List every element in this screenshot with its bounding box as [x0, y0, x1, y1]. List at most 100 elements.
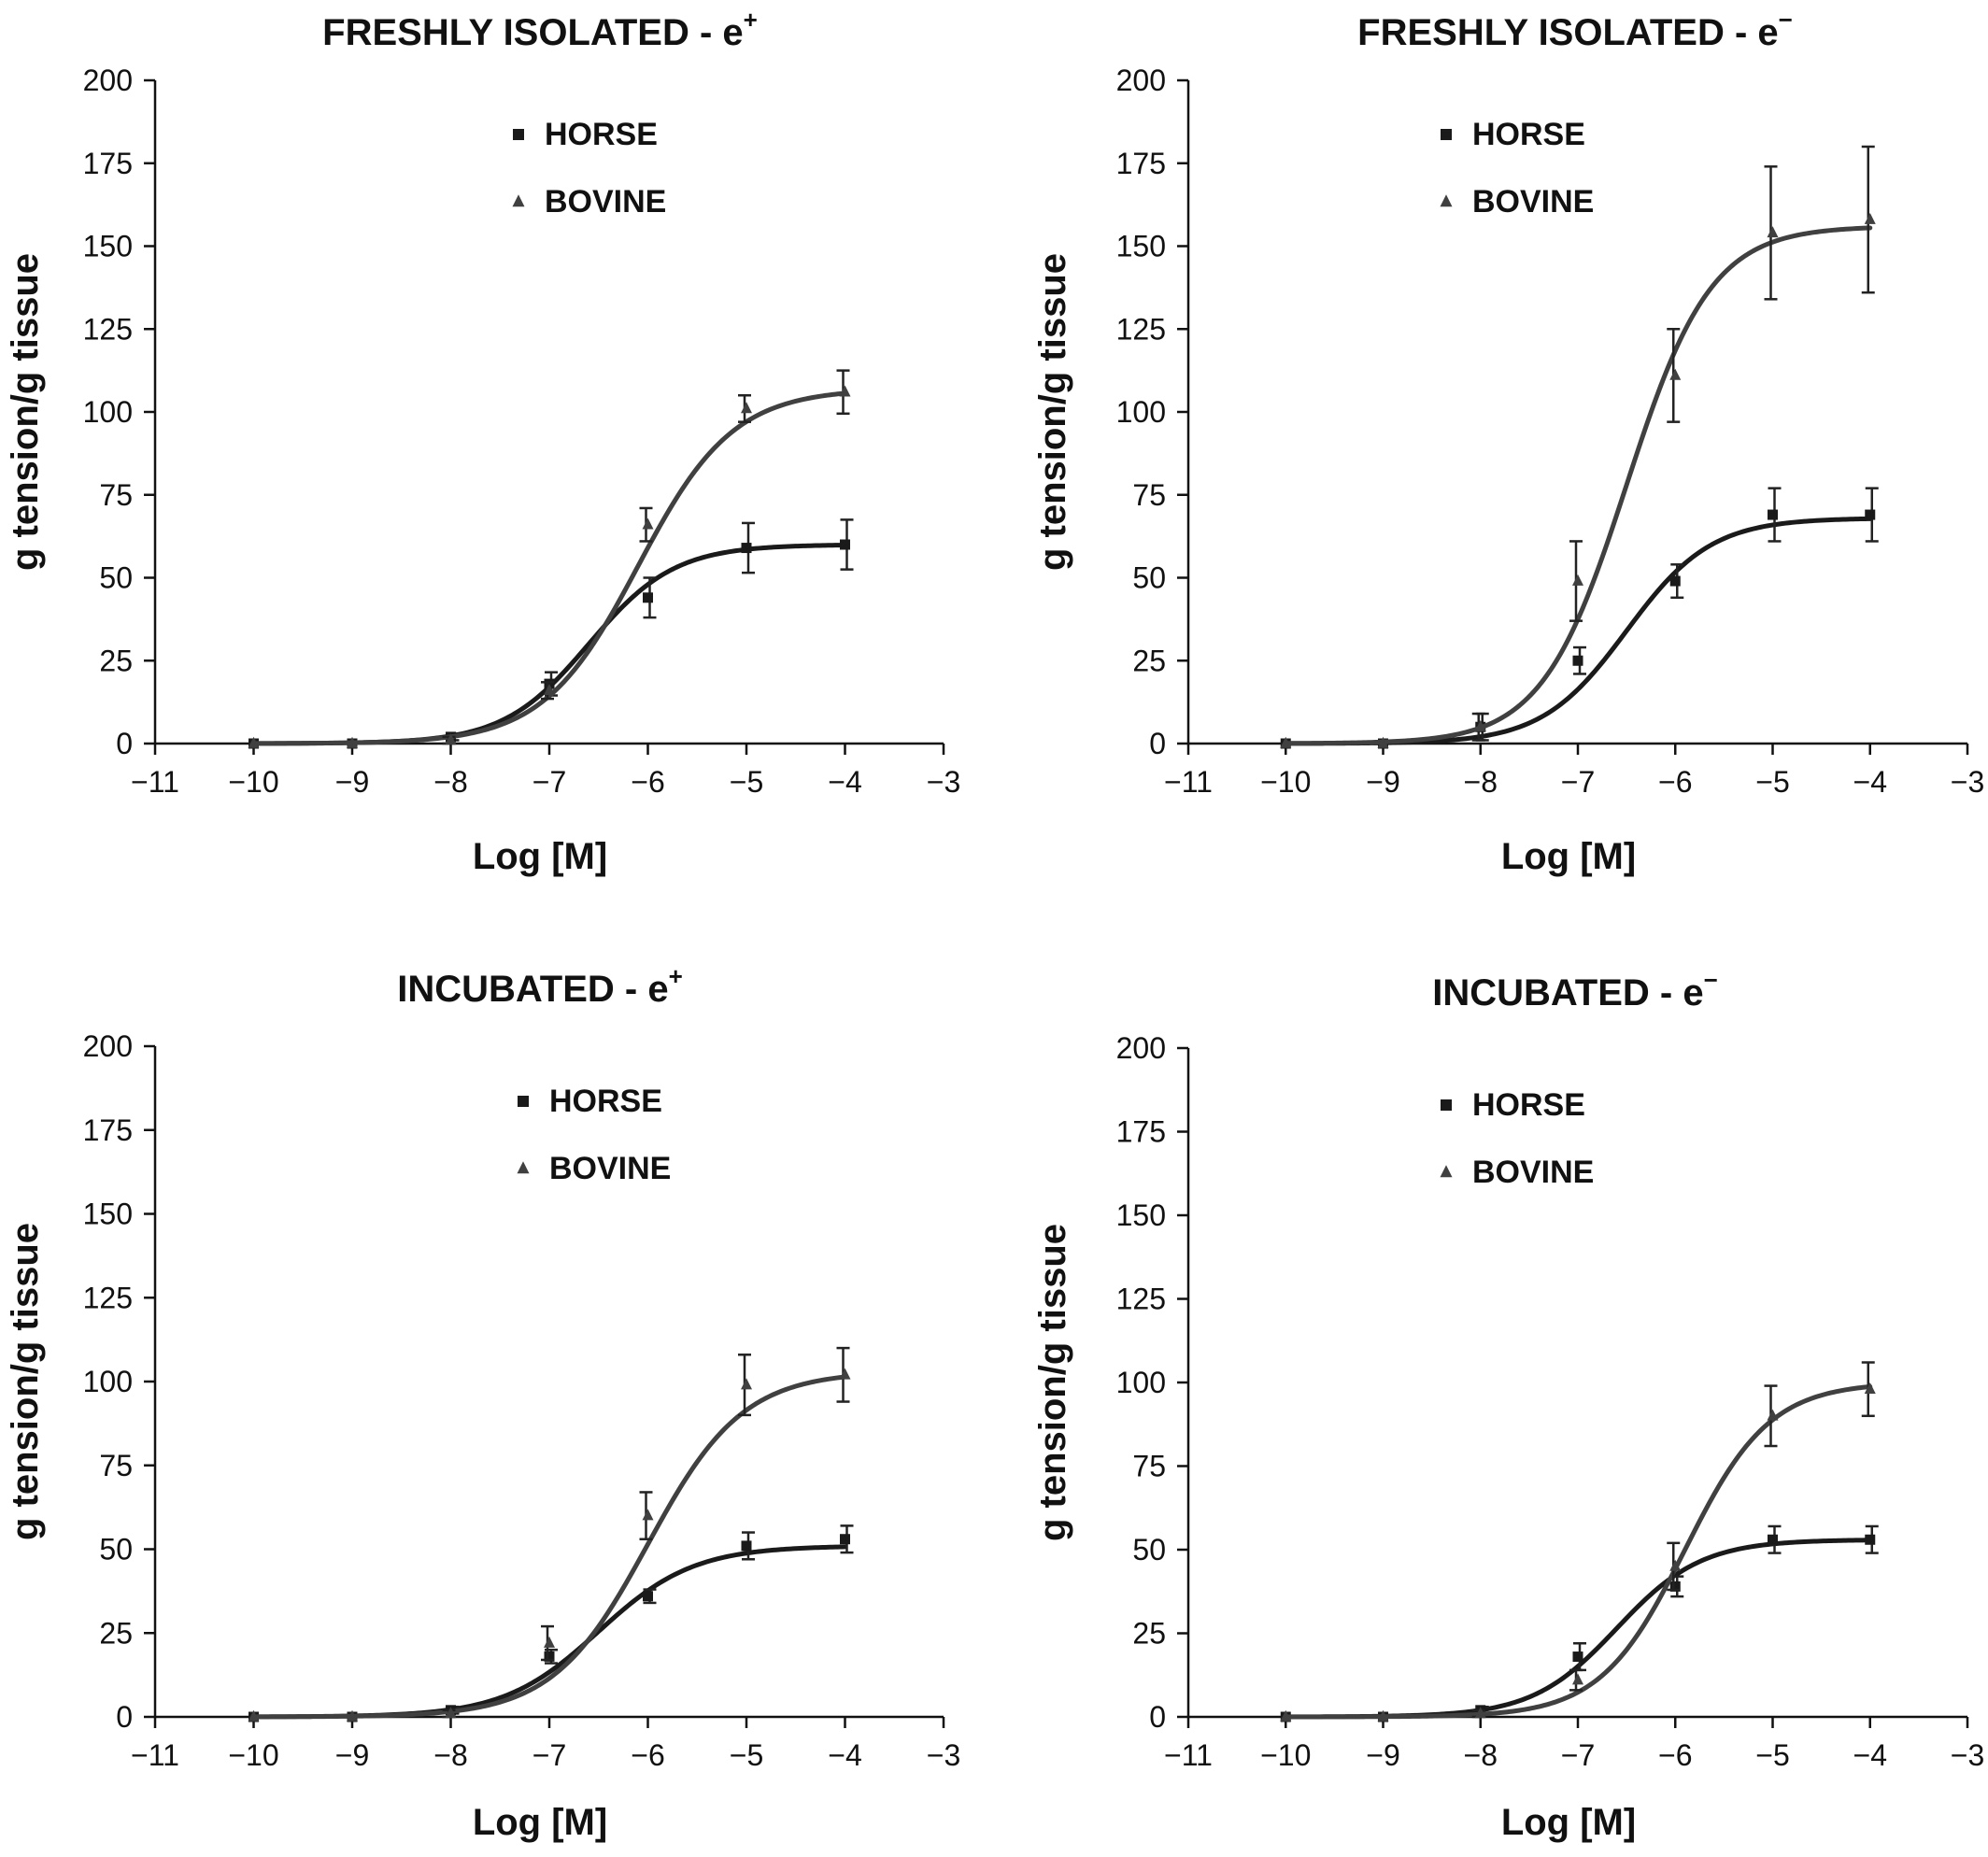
y-tick-label: 100 — [1116, 1366, 1166, 1399]
fit-curve — [1283, 516, 1873, 746]
legend-marker-horse — [518, 1096, 529, 1107]
x-tick-label: −10 — [1260, 765, 1311, 799]
data-point-bovine — [1669, 368, 1682, 380]
data-point-bovine — [839, 385, 851, 397]
x-tick-label: −4 — [1853, 1738, 1887, 1772]
x-tick-label: −9 — [335, 765, 369, 799]
y-tick-label: 50 — [1132, 561, 1166, 595]
y-tick-label: 50 — [99, 1533, 133, 1566]
data-point-bovine — [347, 736, 358, 748]
data-point-horse — [840, 1534, 850, 1545]
series-bovine — [1280, 145, 1876, 748]
chart-title: FRESHLY ISOLATED - e+ — [322, 6, 758, 53]
data-point-horse — [1572, 1651, 1583, 1663]
y-tick-label: 200 — [83, 64, 133, 97]
data-point-bovine — [1767, 1409, 1779, 1421]
y-tick-label: 125 — [83, 1281, 133, 1314]
y-tick-label: 50 — [1132, 1533, 1166, 1566]
fit-curve — [251, 543, 847, 746]
x-tick-label: −7 — [1561, 1738, 1595, 1772]
chart-panel-3: 0 25 50 75 100 125 150 175 200 −11 −10 −9 −8 −7 −6 −5 −4… — [5, 962, 960, 1843]
y-tick-label: 0 — [116, 727, 133, 760]
data-point-horse — [1865, 509, 1876, 520]
x-tick-label: −8 — [433, 1738, 467, 1772]
x-tick-label: −7 — [532, 765, 566, 799]
fit-curve — [251, 1374, 847, 1720]
x-tick-label: −6 — [1658, 1738, 1692, 1772]
y-tick-label: 75 — [99, 478, 133, 512]
y-tick-label: 175 — [83, 1113, 133, 1147]
legend-label-bovine: BOVINE — [1472, 184, 1594, 220]
data-point-bovine — [248, 1709, 260, 1722]
series-bovine — [248, 1346, 851, 1722]
data-point-bovine — [1572, 574, 1583, 586]
y-tick-label: 125 — [1116, 312, 1166, 346]
x-tick-label: −11 — [1164, 1738, 1213, 1772]
chart-panel-1: 0 25 50 75 100 125 150 175 200 −11 −10 −9 −8 −7 −6 −5 −4… — [5, 6, 960, 877]
data-point-bovine — [1377, 736, 1389, 748]
x-tick-label: −3 — [927, 765, 960, 799]
legend-marker-bovine — [1440, 194, 1453, 207]
chart-title: INCUBATED - e+ — [397, 962, 683, 1010]
data-point-bovine — [741, 1378, 752, 1390]
x-tick-label: −6 — [631, 765, 664, 799]
x-axis-label: Log [M] — [473, 1802, 607, 1843]
y-tick-label: 200 — [1116, 64, 1166, 97]
y-axis-label: g tension/g tissue — [5, 1223, 46, 1540]
fit-curve — [251, 1544, 847, 1720]
chart-title: FRESHLY ISOLATED - e− — [1357, 6, 1793, 53]
y-tick-label: 175 — [83, 147, 133, 180]
x-tick-label: −8 — [1464, 1738, 1498, 1772]
x-tick-label: −10 — [228, 1738, 278, 1772]
data-point-bovine — [741, 402, 752, 414]
y-tick-label: 100 — [83, 1365, 133, 1398]
y-axis-label: g tension/g tissue — [1032, 1224, 1073, 1541]
x-tick-label: −5 — [1755, 1738, 1789, 1772]
data-point-bovine — [544, 1636, 555, 1648]
legend-label-horse: HORSE — [549, 1084, 662, 1119]
legend-label-horse: HORSE — [545, 117, 658, 152]
y-axis-label: g tension/g tissue — [5, 253, 46, 571]
y-tick-label: 150 — [1116, 1198, 1166, 1232]
x-tick-label: −11 — [131, 1738, 179, 1772]
x-tick-label: −8 — [433, 765, 467, 799]
legend-marker-horse — [513, 129, 524, 140]
data-point-bovine — [544, 684, 555, 695]
y-tick-label: 175 — [1116, 147, 1166, 180]
y-tick-label: 75 — [1132, 478, 1166, 512]
data-point-bovine — [642, 517, 654, 530]
x-tick-label: −9 — [1366, 765, 1399, 799]
y-tick-label: 0 — [116, 1700, 133, 1734]
x-axis-label: Log [M] — [473, 836, 607, 877]
data-point-horse — [643, 592, 653, 603]
y-tick-label: 100 — [83, 395, 133, 429]
y-tick-label: 150 — [83, 230, 133, 263]
series-horse — [248, 518, 854, 749]
y-tick-label: 25 — [1132, 1617, 1166, 1651]
data-point-bovine — [1572, 1673, 1583, 1685]
data-point-bovine — [642, 1509, 654, 1521]
data-point-horse — [1768, 509, 1778, 520]
y-tick-label: 150 — [1116, 230, 1166, 263]
data-point-bovine — [1767, 226, 1779, 238]
data-point-bovine — [1280, 1709, 1292, 1722]
x-tick-label: −7 — [1561, 765, 1595, 799]
data-point-bovine — [445, 1707, 457, 1719]
series-horse — [248, 1524, 854, 1722]
x-tick-label: −5 — [730, 1738, 763, 1772]
y-tick-label: 0 — [1149, 1700, 1166, 1734]
x-tick-label: −4 — [828, 765, 861, 799]
data-point-bovine — [1280, 736, 1292, 748]
data-point-bovine — [1864, 1382, 1876, 1394]
x-tick-label: −5 — [730, 765, 763, 799]
data-point-horse — [1865, 1534, 1876, 1545]
y-tick-label: 25 — [99, 1616, 133, 1650]
x-tick-label: −7 — [532, 1738, 566, 1772]
legend-label-horse: HORSE — [1472, 1087, 1585, 1123]
y-tick-label: 175 — [1116, 1115, 1166, 1149]
data-point-bovine — [839, 1368, 851, 1380]
x-tick-label: −9 — [335, 1738, 369, 1772]
series-bovine — [248, 369, 851, 748]
data-point-horse — [643, 1591, 653, 1602]
